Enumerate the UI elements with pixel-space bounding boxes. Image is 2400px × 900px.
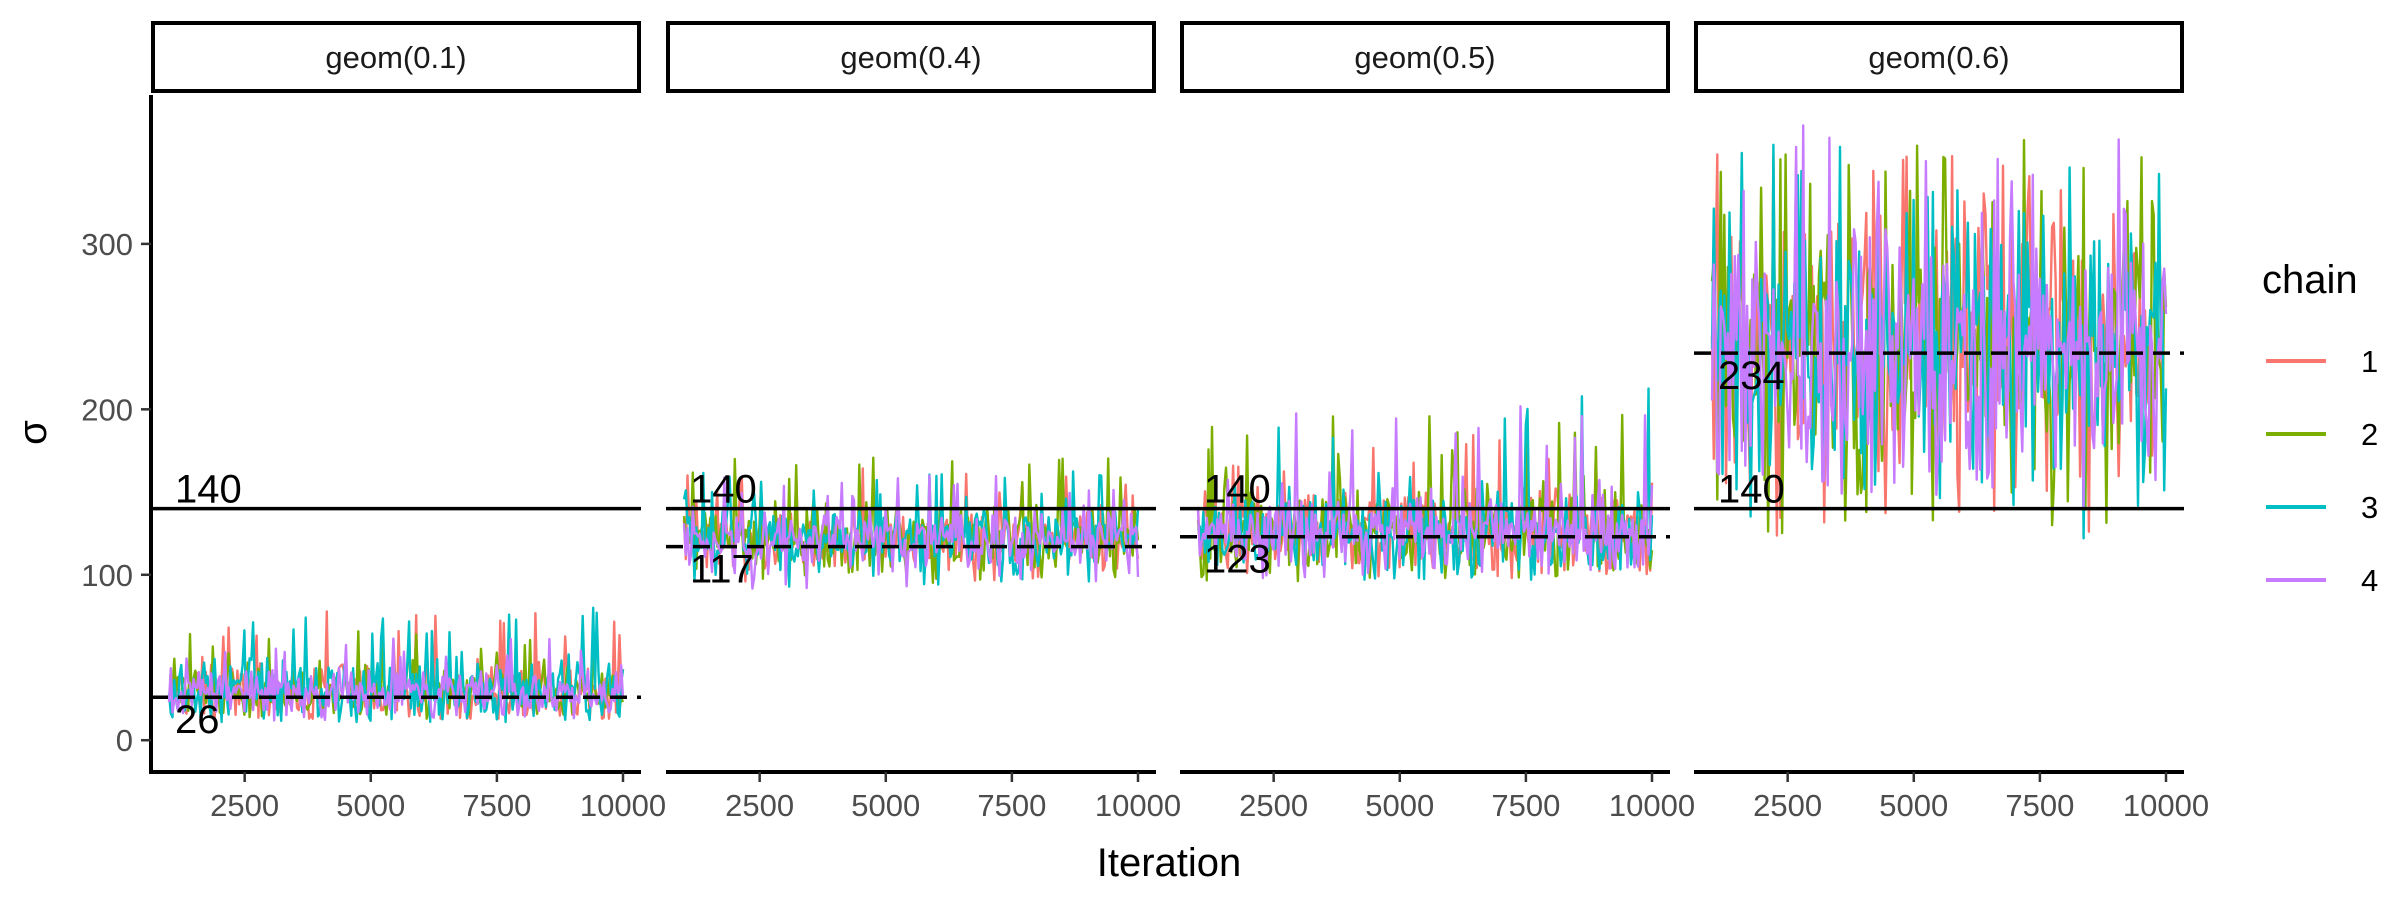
facet-panel: geom(0.6) 140 234 2500 5000 7500 10000 [1694, 21, 2209, 823]
reference-line-solid-label: 140 [690, 468, 757, 512]
chain-4-trace [682, 474, 1140, 590]
x-tick-label: 5000 [1365, 788, 1434, 823]
y-tick-label: 300 [81, 227, 133, 262]
chain-4-trace [167, 637, 625, 722]
facet-strip-label: geom(0.1) [325, 40, 466, 75]
reference-line-solid-label: 140 [175, 468, 242, 512]
facet-strip-label: geom(0.5) [1354, 40, 1495, 75]
chain-4-trace [1710, 124, 2168, 509]
x-tick-label: 10000 [1095, 788, 1181, 823]
x-tick-label: 2500 [725, 788, 794, 823]
x-tick-label: 5000 [1879, 788, 1948, 823]
reference-line-dashed-label: 234 [1718, 354, 1785, 398]
y-axis: 0 100 200 300 [81, 95, 153, 774]
facet-strip [1694, 21, 2184, 93]
x-tick-label: 5000 [336, 788, 405, 823]
legend-label-chain-3: 3 [2361, 490, 2378, 525]
x-tick-label: 5000 [851, 788, 920, 823]
facet-strip-label: geom(0.6) [1868, 40, 2009, 75]
facet-strip [1180, 21, 1670, 93]
y-tick-label: 0 [116, 723, 133, 758]
x-tick-label: 10000 [2123, 788, 2209, 823]
x-tick-label: 2500 [210, 788, 279, 823]
y-axis-title: σ [11, 420, 55, 445]
x-tick-label: 7500 [1491, 788, 1560, 823]
x-tick-label: 7500 [462, 788, 531, 823]
y-tick-label: 100 [81, 558, 133, 593]
reference-line-dashed-label: 123 [1204, 538, 1271, 582]
chain-4-trace [1196, 405, 1654, 580]
x-tick-label: 7500 [2005, 788, 2074, 823]
x-tick-label: 2500 [1239, 788, 1308, 823]
legend-title: chain [2262, 258, 2358, 302]
legend-label-chain-1: 1 [2361, 344, 2378, 379]
facet-strip [666, 21, 1156, 93]
facet-strip [151, 21, 641, 93]
reference-line-solid-label: 140 [1204, 468, 1271, 512]
facet-panel: geom(0.4) 140 117 2500 5000 7500 10000 [666, 21, 1181, 823]
x-axis-title: Iteration [1097, 841, 1242, 885]
x-tick-label: 7500 [977, 788, 1046, 823]
facet-panel: geom(0.5) 140 123 2500 5000 7500 10000 [1180, 21, 1695, 823]
legend: chain 1 2 3 4 [2262, 258, 2378, 598]
x-tick-label: 10000 [1609, 788, 1695, 823]
facet-strip-label: geom(0.4) [840, 40, 981, 75]
reference-line-solid-label: 140 [1718, 468, 1785, 512]
chain-3-trace [682, 470, 1140, 588]
y-tick-label: 200 [81, 392, 133, 427]
legend-label-chain-2: 2 [2361, 417, 2378, 452]
reference-line-dashed-label: 117 [690, 548, 754, 592]
facet-panel: geom(0.1) 140 26 2500 5000 7500 10000 [151, 21, 666, 823]
legend-label-chain-4: 4 [2361, 563, 2378, 598]
x-tick-label: 2500 [1753, 788, 1822, 823]
x-tick-label: 10000 [580, 788, 666, 823]
reference-line-dashed-label: 26 [175, 698, 220, 742]
